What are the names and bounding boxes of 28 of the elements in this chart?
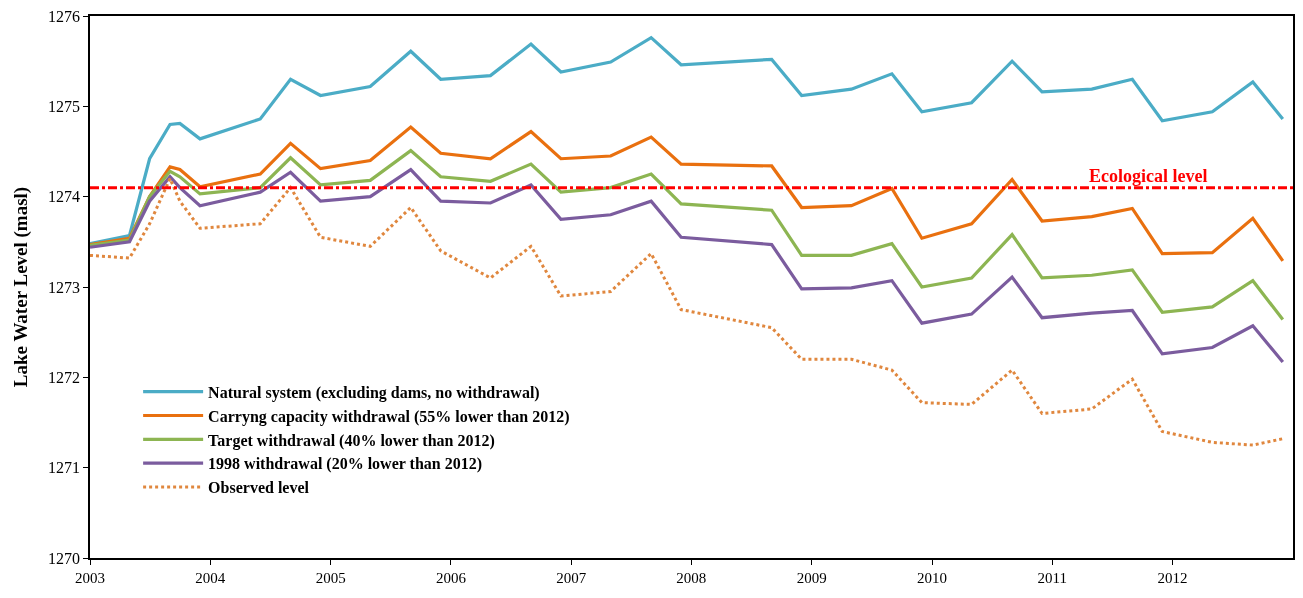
y-tick-label: 1274 — [48, 188, 81, 206]
legend-label: Natural system (excluding dams, no withdrawal) — [208, 383, 540, 402]
legend-label: 1998 withdrawal (20% lower than 2012) — [208, 455, 483, 474]
line-series — [90, 167, 1285, 364]
y-tick-label: 1272 — [48, 368, 81, 386]
line-series — [90, 36, 1285, 246]
line-series — [90, 149, 1285, 322]
y-tick-label: 1273 — [48, 278, 81, 296]
line-series — [90, 125, 1285, 263]
y-tick-label: 1276 — [48, 7, 81, 25]
x-tick-label: 2008 — [676, 569, 707, 586]
x-tick-label: 2007 — [556, 569, 587, 586]
x-tick-label: 2010 — [917, 569, 948, 586]
y-tick-label: 1270 — [48, 549, 81, 567]
y-tick-label: 1271 — [48, 459, 81, 477]
x-tick-label: 2003 — [75, 569, 105, 586]
legend-label: Observed level — [208, 479, 310, 497]
ref-line-label: Ecological level — [1089, 166, 1208, 186]
x-tick-label: 2005 — [315, 569, 346, 586]
y-axis-title: Lake Water Level (masl) — [10, 186, 33, 388]
legend-label: Target withdrawal (40% lower than 2012) — [208, 431, 495, 450]
x-tick-label: 2006 — [435, 569, 467, 586]
x-tick-label: 2012 — [1157, 569, 1188, 586]
legend-label: Carryng capacity withdrawal (55% lower than 2012) — [208, 407, 570, 426]
x-tick-label: 2009 — [796, 569, 827, 586]
x-tick-label: 2004 — [195, 569, 226, 586]
x-tick-label: 2011 — [1037, 569, 1067, 586]
y-tick-label: 1275 — [48, 97, 81, 115]
